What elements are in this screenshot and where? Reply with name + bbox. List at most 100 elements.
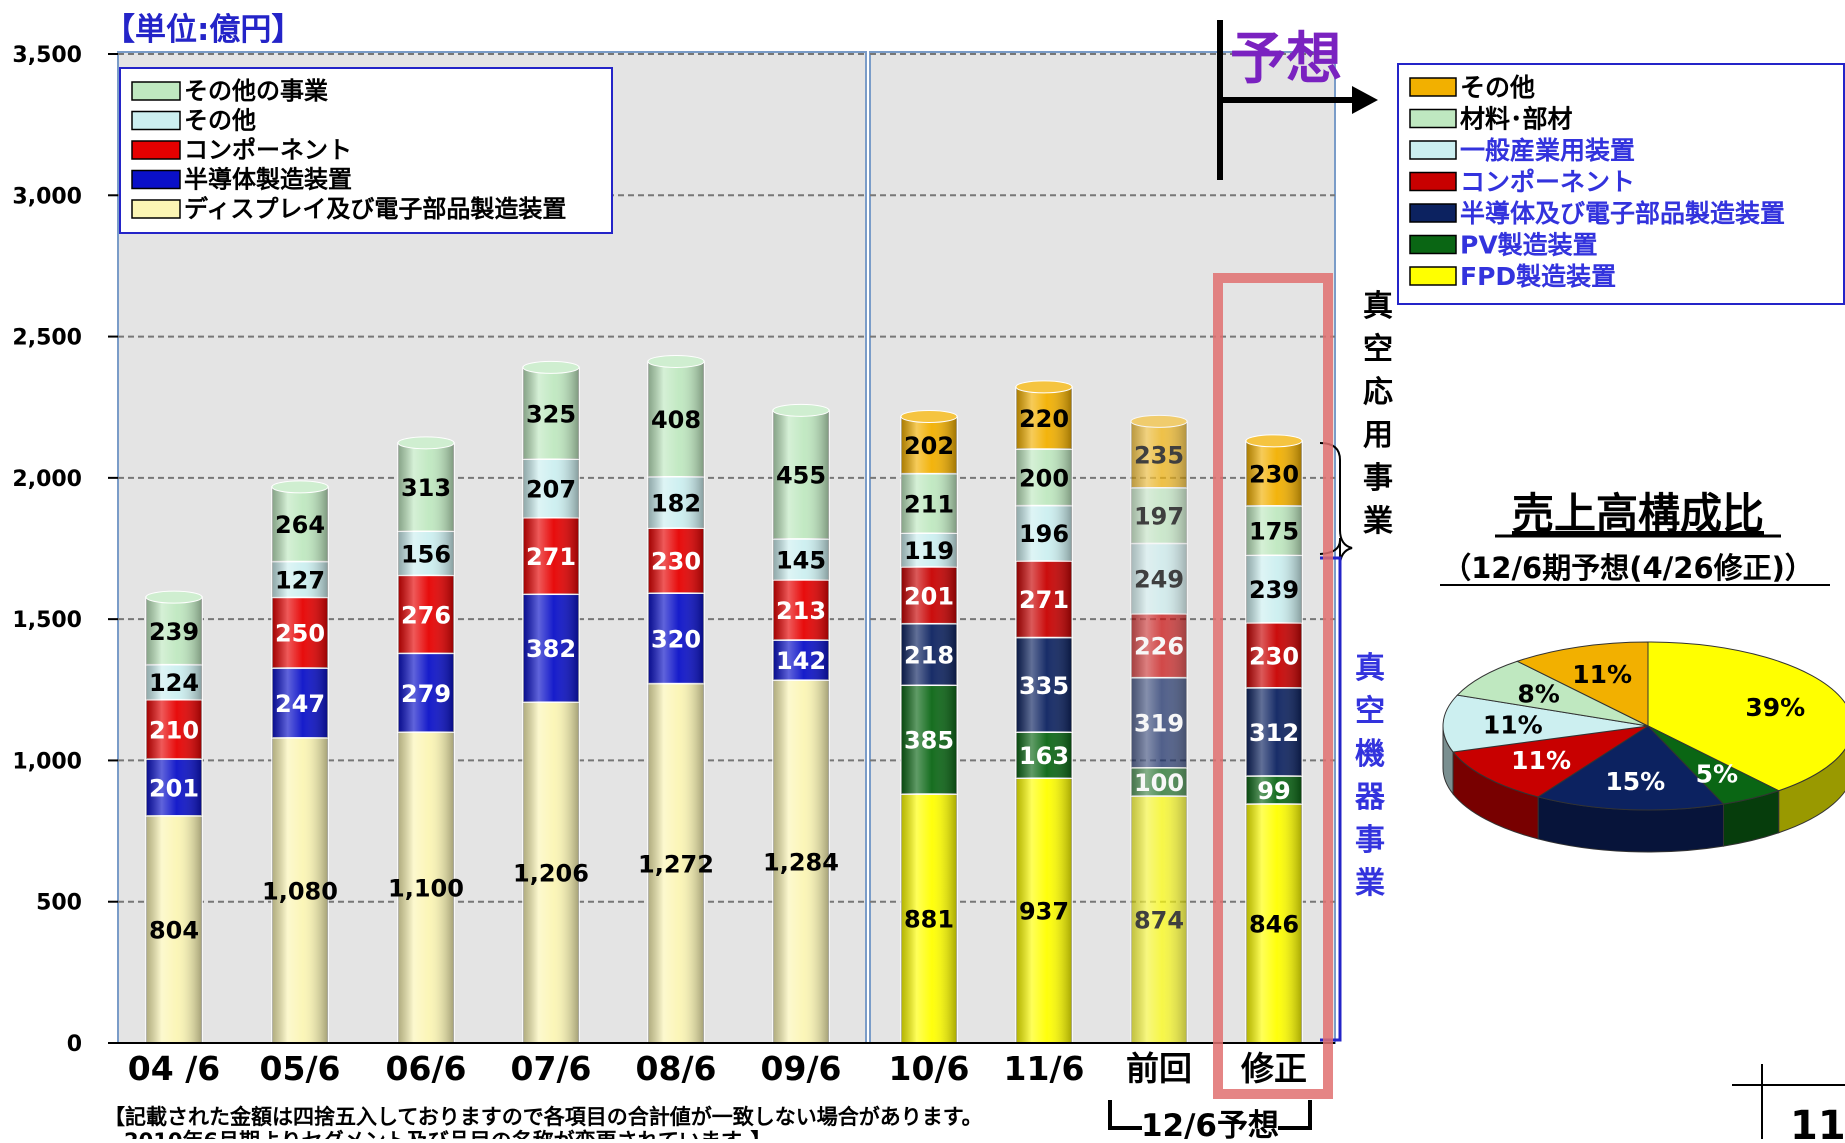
data-label: 846	[1249, 910, 1299, 938]
bar-stack: 881 385 218 201 119 211 202	[900, 410, 958, 1044]
bar-stack: 874 100 319 226 249 197 235	[1130, 414, 1188, 1044]
vacuum-equipment-label: 真空機器事業	[1354, 651, 1386, 901]
bar-segment-shade	[773, 680, 829, 1043]
data-label: 312	[1249, 719, 1299, 747]
y-tick-label: 1,000	[12, 749, 82, 774]
legend-swatch	[1409, 77, 1457, 97]
bar-segment-shade	[901, 794, 957, 1043]
bar-segment-shade	[901, 623, 957, 686]
pie-slice-label: 8%	[1517, 679, 1559, 708]
y-tick-label: 3,500	[12, 43, 82, 68]
data-label: 264	[275, 511, 325, 539]
y-tick-label: 1,500	[12, 608, 82, 633]
y-tick-label: 3,000	[12, 184, 82, 209]
bar-segment-shade	[398, 575, 454, 654]
data-label: 230	[1249, 460, 1299, 488]
data-label: 196	[1019, 520, 1069, 548]
data-label: 201	[904, 582, 954, 610]
bar-cap-shine	[398, 436, 454, 449]
x-tick-label: 05/6	[260, 1049, 341, 1088]
bar-segment-shade	[648, 361, 704, 477]
legend-label: その他	[184, 107, 256, 135]
data-label: 319	[1134, 710, 1184, 738]
data-label: 99	[1257, 777, 1290, 805]
page-number-frame	[1732, 1064, 1845, 1139]
data-label: 313	[401, 474, 451, 502]
pie-title: 売上高構成比	[1512, 489, 1764, 538]
data-label: 1,100	[388, 875, 464, 903]
bar-segment-shade	[1246, 803, 1302, 1043]
data-label: 220	[1019, 405, 1069, 433]
forecast-group-label: 12/6予想	[1141, 1108, 1279, 1139]
bar-segment-shade	[272, 561, 328, 598]
forecast-group-bracket	[1108, 1100, 1312, 1130]
bar-segment-shade	[146, 759, 202, 816]
bar-segment-shade	[773, 410, 829, 539]
legend-swatch	[131, 110, 181, 131]
x-tick-label: 09/6	[761, 1049, 842, 1088]
data-label: 276	[401, 601, 451, 629]
legend-label: コンポーネント	[184, 136, 352, 164]
data-label: 271	[526, 543, 576, 571]
bar-stack: 1,206 382 271 207 325	[513, 360, 589, 1044]
legend-label: コンポーネント	[1460, 168, 1635, 197]
bar-stack: 1,272 320 230 182 408	[638, 354, 714, 1044]
bar-segment-shade	[146, 699, 202, 760]
pie-slice	[1456, 660, 1649, 727]
bar-segment-shade	[648, 476, 704, 529]
data-label: 1,284	[763, 849, 839, 877]
x-axis: 04 /6 05/6 06/6 07/6 08/6 09/6 10/6 11/6 前回 修正	[118, 1042, 1335, 1088]
bar-cap	[145, 590, 203, 604]
data-label: 218	[904, 641, 954, 669]
x-tick-label: 前回	[1126, 1049, 1192, 1088]
legend-swatch	[1409, 203, 1457, 223]
data-label: 200	[1019, 464, 1069, 492]
legend-label: 一般産業用装置	[1460, 136, 1635, 165]
data-label: 163	[1019, 742, 1069, 770]
data-label: 230	[651, 548, 701, 576]
bar-segment-shade	[272, 737, 328, 1043]
bar-cap	[397, 436, 455, 450]
x-tick-label: 04 /6	[128, 1049, 220, 1088]
data-label: 230	[1249, 642, 1299, 670]
bar-segment-shade	[1131, 421, 1187, 488]
data-label: 249	[1134, 566, 1184, 594]
bar-segment-shade	[648, 683, 704, 1043]
bar-cap	[1130, 414, 1188, 428]
legend-swatch	[131, 199, 181, 219]
data-label: 182	[651, 489, 701, 517]
footnote-line1: 【記載された金額は四捨五入しておりますので各項目の合計値が一致しない場合がありま…	[104, 1105, 983, 1129]
legend-swatch	[131, 81, 181, 101]
bar-cap-shine	[146, 591, 202, 604]
pie-subtitle: （12/6期予想(4/26修正)）	[1442, 551, 1814, 585]
bar-cap	[271, 480, 329, 494]
data-label: 156	[401, 540, 451, 568]
x-tick-label: 11/6	[1004, 1049, 1085, 1088]
bar-cap-shine	[272, 480, 328, 493]
bar-segment-shade	[398, 653, 454, 733]
bar-segment-shade	[1246, 440, 1302, 506]
bar-segment-shade	[146, 597, 202, 665]
bar-segment-shade	[1016, 732, 1072, 779]
bar-cap-shine	[648, 355, 704, 368]
legend-new-box	[1397, 63, 1845, 305]
data-label: 124	[149, 669, 199, 697]
bar-segment-shade	[1246, 687, 1302, 776]
data-label: 455	[776, 462, 826, 490]
bar-segment-shade	[1246, 555, 1302, 623]
bar-cap	[1015, 380, 1073, 394]
data-label: 226	[1134, 633, 1184, 661]
legend-swatch	[1409, 108, 1457, 129]
footnote-line2: 2010年6月期よりセグメント及び品目の名称が変更されています。】	[124, 1129, 771, 1139]
x-tick-label: 06/6	[386, 1049, 467, 1088]
data-label: 937	[1019, 898, 1069, 926]
legend-label: 半導体及び電子部品製造装置	[1460, 199, 1785, 228]
data-label: 320	[651, 625, 701, 653]
bar-segment-shade	[1246, 775, 1302, 804]
bar-segment-shade	[901, 473, 957, 534]
vacuum-application-label: 真空応用事業	[1363, 289, 1393, 539]
bar-segment-shade	[901, 533, 957, 567]
bar-cap-shine	[1131, 415, 1187, 428]
